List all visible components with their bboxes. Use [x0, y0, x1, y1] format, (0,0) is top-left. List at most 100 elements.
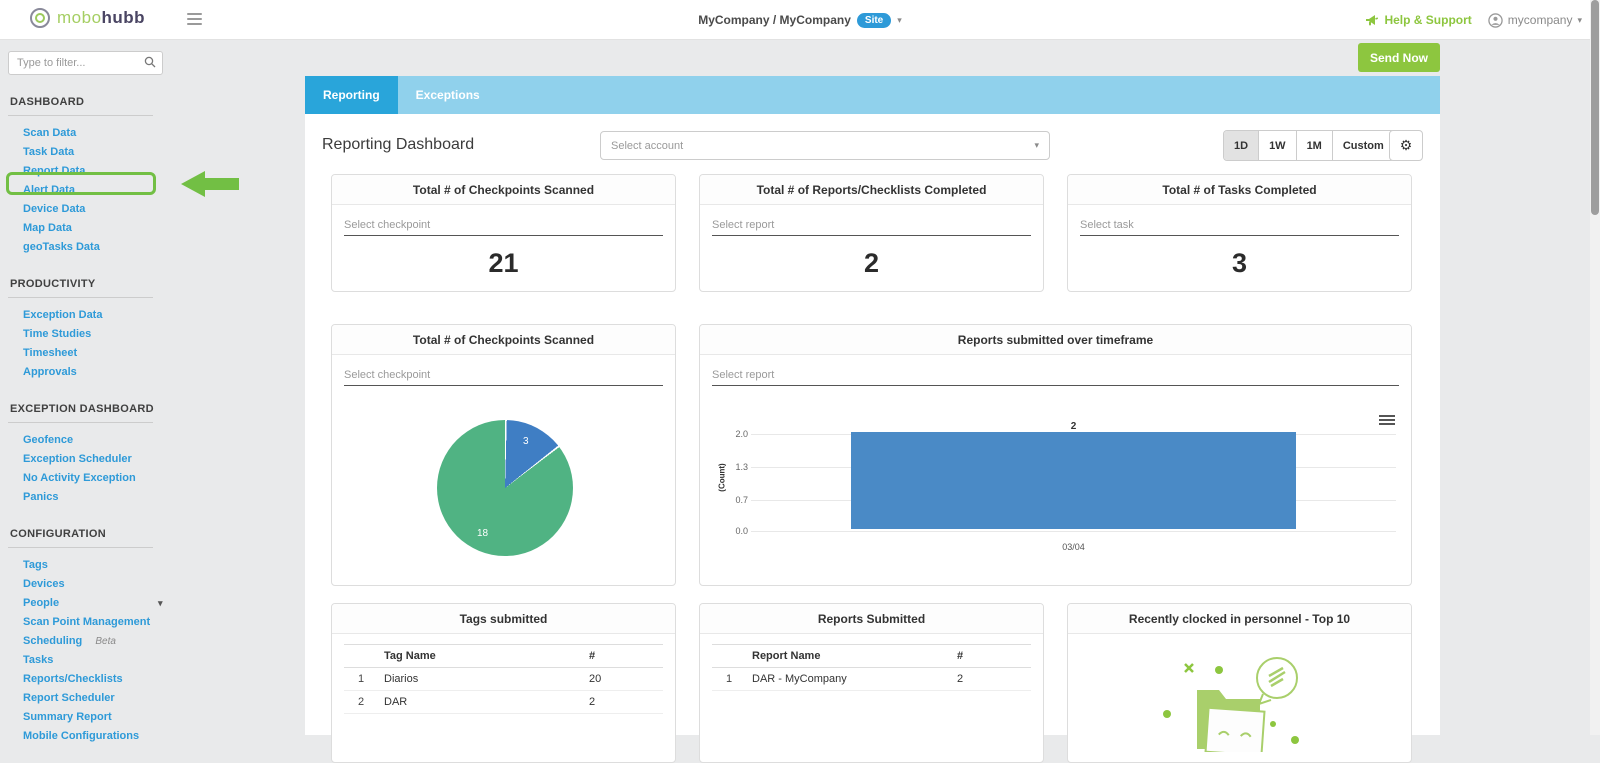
card-title: Total # of Tasks Completed	[1068, 175, 1411, 205]
tags-submitted-card: Tags submitted Tag Name # 1 Diarios 20 2	[331, 603, 676, 763]
megaphone-icon	[1365, 14, 1379, 27]
tasks-completed-value: 3	[1068, 248, 1411, 279]
sidebar-item-panics[interactable]: Panics	[8, 488, 238, 507]
stat-card-reports: Total # of Reports/Checklists Completed …	[699, 174, 1044, 292]
column-header-count: #	[585, 645, 663, 668]
user-icon	[1488, 13, 1503, 28]
sidebar-item-no-activity-exception[interactable]: No Activity Exception	[8, 469, 238, 488]
card-title: Reports submitted over timeframe	[700, 325, 1411, 355]
logo-text: mobohubb	[57, 8, 145, 28]
send-now-button[interactable]: Send Now	[1358, 43, 1440, 72]
column-header-tag-name: Tag Name	[380, 645, 585, 668]
table-row[interactable]: 2 DAR 2	[344, 691, 663, 714]
sidebar-filter-input[interactable]	[8, 51, 163, 75]
sidebar-item-mobile-configurations[interactable]: Mobile Configurations	[8, 727, 238, 746]
sidebar-item-approvals[interactable]: Approvals	[8, 363, 238, 382]
tags-submitted-table: Tag Name # 1 Diarios 20 2 DAR 2	[344, 644, 663, 714]
personnel-card: Recently clocked in personnel - Top 10	[1067, 603, 1412, 763]
column-header-count: #	[953, 645, 1031, 668]
empty-folder-illustration	[1145, 652, 1335, 752]
chevron-down-icon: ▾	[158, 598, 163, 609]
page-scrollbar[interactable]	[1590, 0, 1600, 735]
sidebar-item-scan-point-management[interactable]: Scan Point Management	[8, 613, 238, 632]
reports-completed-value: 2	[700, 248, 1043, 279]
chart-context-menu-icon[interactable]	[1379, 415, 1395, 427]
sidebar-item-people[interactable]: People ▾	[8, 594, 238, 613]
card-title: Reports Submitted	[700, 604, 1043, 634]
user-menu[interactable]: mycompany ▾	[1488, 13, 1582, 28]
help-support-label: Help & Support	[1384, 13, 1471, 27]
stat-card-checkpoints: Total # of Checkpoints Scanned Select ch…	[331, 174, 676, 292]
bar-03-04[interactable]	[851, 432, 1296, 529]
bar-report-filter-select[interactable]: Select report	[712, 369, 1399, 386]
tab-reporting[interactable]: Reporting	[305, 76, 398, 114]
sidebar-item-device-data[interactable]: Device Data	[8, 200, 238, 219]
account-select[interactable]: Select account ▾	[600, 131, 1050, 160]
pie-chart-card: Total # of Checkpoints Scanned Select ch…	[331, 324, 676, 586]
column-header-report-name: Report Name	[748, 645, 953, 668]
sidebar-item-exception-scheduler[interactable]: Exception Scheduler	[8, 450, 238, 469]
reports-submitted-table: Report Name # 1 DAR - MyCompany 2	[712, 644, 1031, 691]
search-icon	[144, 56, 156, 68]
company-context-label: MyCompany / MyCompany	[698, 13, 851, 27]
sidebar-item-tasks[interactable]: Tasks	[8, 651, 238, 670]
sidebar-item-summary-report[interactable]: Summary Report	[8, 708, 238, 727]
table-row[interactable]: 1 Diarios 20	[344, 668, 663, 691]
user-caret-icon: ▾	[1577, 15, 1582, 26]
range-1w-button[interactable]: 1W	[1259, 131, 1297, 160]
help-support-link[interactable]: Help & Support	[1365, 13, 1471, 27]
x-axis-tick-label: 03/04	[851, 542, 1296, 552]
sidebar-item-report-scheduler[interactable]: Report Scheduler	[8, 689, 238, 708]
company-context: MyCompany / MyCompany Site ▾	[0, 0, 1600, 40]
sidebar-item-map-data[interactable]: Map Data	[8, 219, 238, 238]
sidebar: DASHBOARD Scan Data Task Data Report Dat…	[0, 40, 290, 735]
sidebar-section-exception-dashboard: EXCEPTION DASHBOARD	[10, 403, 282, 415]
top-header: mobohubb MyCompany / MyCompany Site ▾ He…	[0, 0, 1600, 40]
stat-card-tasks: Total # of Tasks Completed Select task 3	[1067, 174, 1412, 292]
sidebar-item-geotasks-data[interactable]: geoTasks Data	[8, 238, 238, 257]
sidebar-item-reports-checklists[interactable]: Reports/Checklists	[8, 670, 238, 689]
reports-submitted-card: Reports Submitted Report Name # 1 DAR - …	[699, 603, 1044, 763]
sidebar-item-alert-data[interactable]: Alert Data	[8, 181, 238, 200]
sidebar-item-exception-data[interactable]: Exception Data	[8, 306, 238, 325]
user-label: mycompany	[1508, 13, 1573, 27]
sidebar-item-timesheet[interactable]: Timesheet	[8, 344, 238, 363]
sidebar-item-scan-data[interactable]: Scan Data	[8, 124, 238, 143]
sidebar-item-geofence[interactable]: Geofence	[8, 431, 238, 450]
sidebar-item-time-studies[interactable]: Time Studies	[8, 325, 238, 344]
context-caret-icon[interactable]: ▾	[897, 15, 902, 26]
sidebar-item-report-data[interactable]: Report Data	[8, 162, 238, 181]
sidebar-toggle-icon[interactable]	[187, 13, 202, 28]
account-select-placeholder: Select account	[611, 140, 683, 152]
checkpoint-filter-select[interactable]: Select checkpoint	[344, 219, 663, 236]
range-1m-button[interactable]: 1M	[1297, 131, 1333, 160]
divider	[8, 422, 153, 423]
card-title: Total # of Reports/Checklists Completed	[700, 175, 1043, 205]
divider	[8, 115, 153, 116]
main-panel: Reporting Exceptions Reporting Dashboard…	[305, 76, 1440, 735]
sidebar-item-devices[interactable]: Devices	[8, 575, 238, 594]
tab-exceptions[interactable]: Exceptions	[398, 76, 498, 114]
site-badge: Site	[857, 13, 891, 28]
pie-slice-label-green: 18	[477, 528, 488, 539]
checkpoints-pie-chart[interactable]: 3 18	[437, 420, 573, 556]
task-filter-select[interactable]: Select task	[1080, 219, 1399, 236]
sidebar-section-dashboard: DASHBOARD	[10, 96, 282, 108]
sidebar-item-scheduling[interactable]: Scheduling Beta	[8, 632, 238, 651]
scrollbar-thumb[interactable]	[1591, 0, 1599, 215]
bar-value-label: 2	[851, 421, 1296, 432]
table-row[interactable]: 1 DAR - MyCompany 2	[712, 668, 1031, 691]
pie-checkpoint-filter-select[interactable]: Select checkpoint	[344, 369, 663, 386]
report-filter-select[interactable]: Select report	[712, 219, 1031, 236]
sidebar-item-tags[interactable]: Tags	[8, 556, 238, 575]
pie-slice-label-blue: 3	[523, 436, 529, 447]
sidebar-section-productivity: PRODUCTIVITY	[10, 278, 282, 290]
range-1d-button[interactable]: 1D	[1224, 131, 1259, 160]
range-custom-button[interactable]: Custom	[1333, 131, 1394, 160]
mobohubb-logo[interactable]: mobohubb	[30, 8, 145, 28]
page-title: Reporting Dashboard	[322, 136, 474, 154]
settings-gear-button[interactable]: ⚙	[1389, 130, 1423, 161]
chevron-down-icon: ▾	[1034, 140, 1039, 151]
gear-icon: ⚙	[1400, 137, 1413, 153]
sidebar-item-task-data[interactable]: Task Data	[8, 143, 238, 162]
